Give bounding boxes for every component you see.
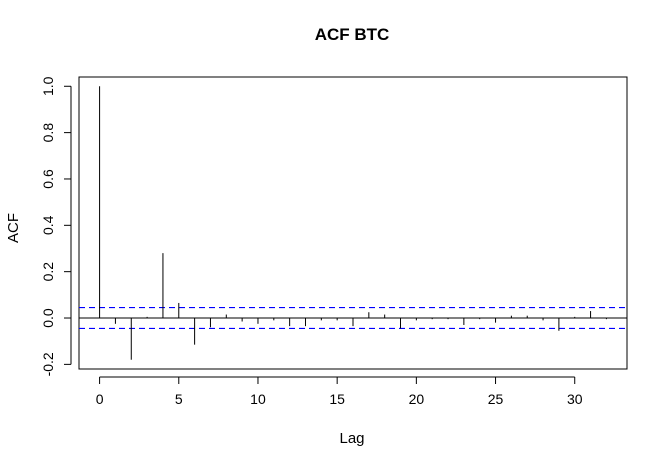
- x-tick-label: 0: [96, 391, 104, 407]
- x-tick-label: 15: [329, 391, 345, 407]
- y-tick-label: 0.4: [40, 215, 56, 235]
- y-tick-label: 0.8: [40, 123, 56, 143]
- y-tick-label: 1.0: [40, 76, 56, 96]
- chart-title: ACF BTC: [315, 25, 390, 44]
- y-axis-label: ACF: [5, 213, 22, 243]
- acf-bars: [99, 86, 607, 360]
- y-tick-label: 0.0: [40, 308, 56, 328]
- x-axis-label: Lag: [339, 430, 364, 447]
- y-tick-label: -0.2: [40, 352, 56, 376]
- x-axis: 0 5 10 15 20 25 30: [96, 376, 583, 407]
- x-tick-label: 30: [567, 391, 583, 407]
- x-tick-label: 20: [409, 391, 425, 407]
- x-tick-label: 25: [488, 391, 504, 407]
- y-tick-label: 0.2: [40, 262, 56, 282]
- plot-frame: [78, 76, 628, 370]
- confidence-bands: [79, 306, 627, 330]
- y-tick-label: 0.6: [40, 169, 56, 189]
- x-tick-label: 5: [175, 391, 183, 407]
- x-tick-label: 10: [250, 391, 266, 407]
- y-axis: -0.2 0.0 0.2 0.4 0.6 0.8 1.0: [40, 76, 72, 376]
